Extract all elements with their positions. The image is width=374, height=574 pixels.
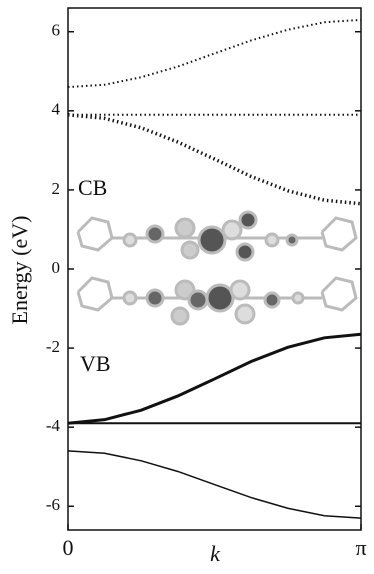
y-tick-label: -2	[46, 337, 60, 356]
band-line	[67, 18, 362, 89]
band-line	[67, 450, 362, 519]
band-line	[67, 332, 362, 425]
x-tick-label: π	[355, 535, 366, 560]
band-line	[67, 113, 362, 206]
x-axis-label: k	[210, 541, 221, 566]
y-tick-label: 0	[52, 258, 61, 277]
y-tick-label: -4	[46, 416, 61, 435]
y-axis-label: Energy (eV)	[7, 216, 32, 325]
annotation: CB	[78, 175, 107, 200]
y-tick-label: 2	[52, 179, 61, 198]
y-tick-label: 4	[52, 100, 61, 119]
molecule-image	[76, 210, 358, 326]
annotation: VB	[80, 351, 111, 376]
y-tick-label: -6	[46, 495, 60, 514]
plot-frame	[67, 7, 362, 531]
x-tick-label: 0	[63, 535, 74, 560]
y-tick-label: 6	[52, 21, 61, 40]
